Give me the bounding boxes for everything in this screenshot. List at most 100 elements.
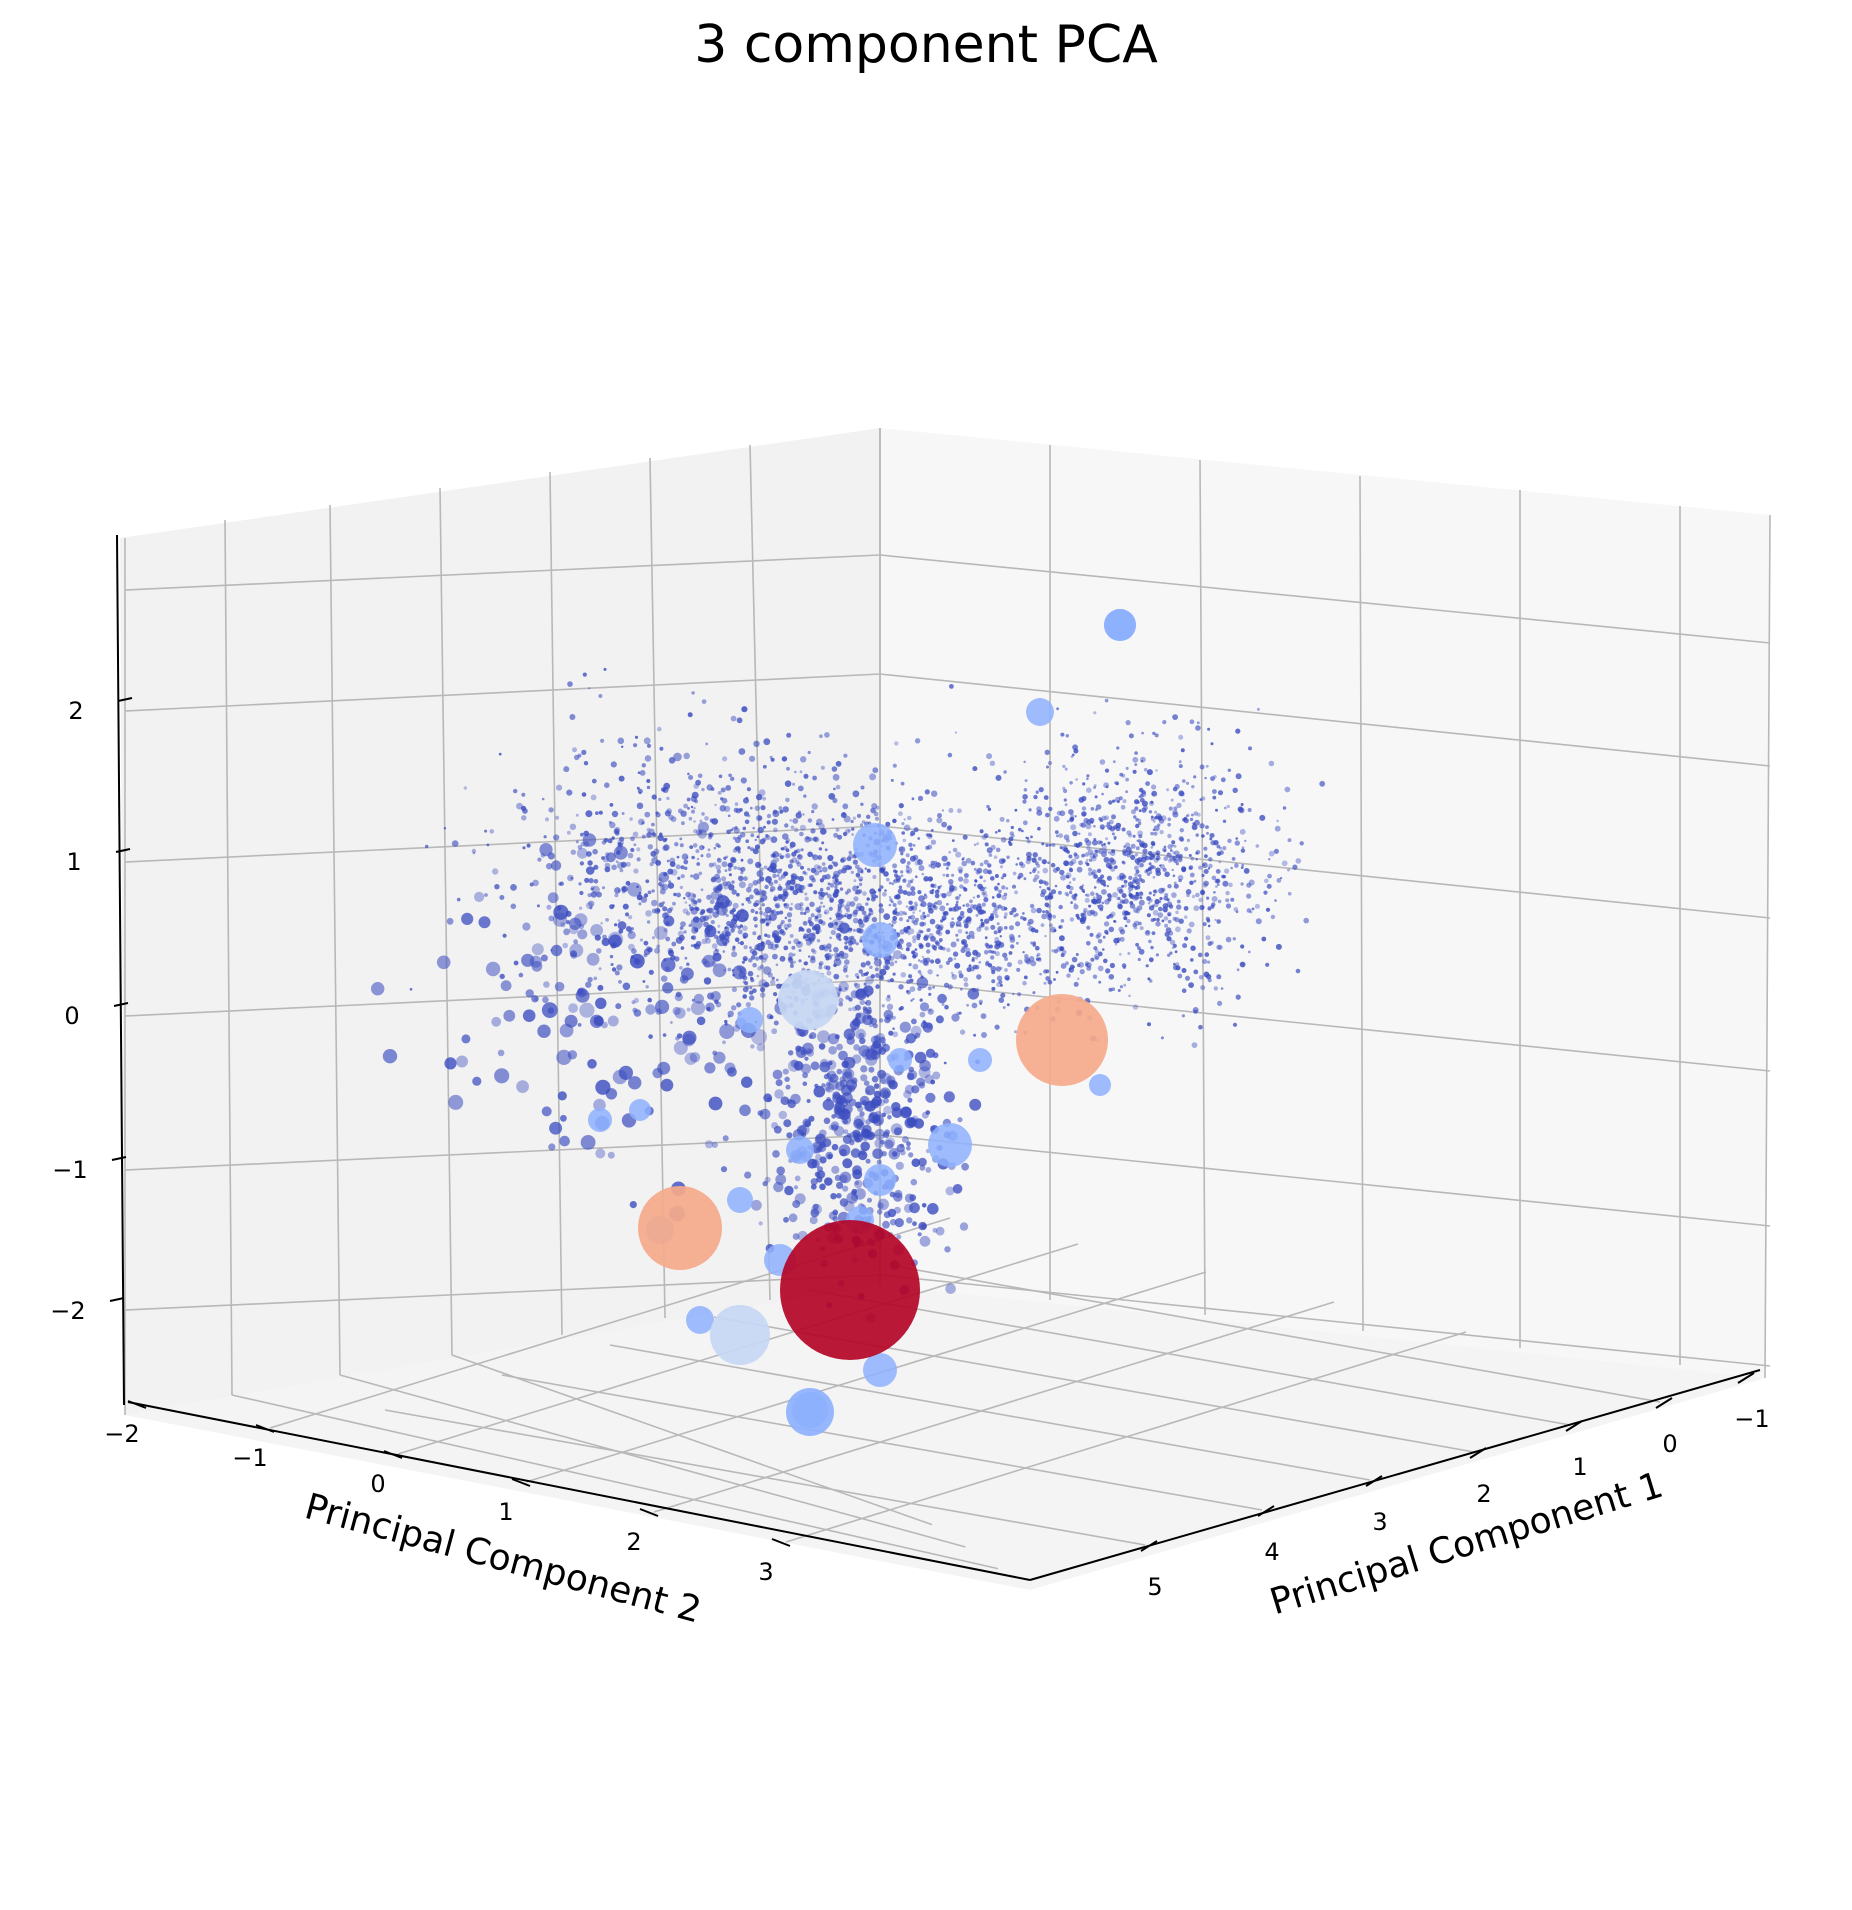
scatter-point-2055	[1171, 946, 1175, 950]
scatter-point-2807	[686, 797, 691, 802]
scatter-point-403	[860, 802, 864, 806]
scatter-point-753	[786, 912, 793, 918]
scatter-point-2882	[828, 793, 836, 800]
z-tick-1	[111, 1156, 127, 1161]
scatter-point-245	[920, 960, 924, 964]
scatter-point-1775	[1094, 795, 1098, 799]
scatter-point-69	[976, 842, 979, 846]
scatter-point-2755	[757, 826, 764, 834]
scatter-point-755	[972, 896, 976, 899]
scatter-point-1357	[716, 948, 720, 953]
scatter-point-432	[679, 926, 684, 930]
scatter-point-2792	[498, 752, 502, 756]
scatter-point-2719	[666, 908, 673, 914]
scatter-point-1331	[899, 929, 905, 935]
scatter-point-2110	[1150, 864, 1154, 869]
scatter-point-2325	[651, 832, 656, 837]
scatter-point-2612	[570, 849, 576, 855]
scatter-point-2559	[833, 861, 839, 867]
scatter-point-2284	[1073, 852, 1078, 857]
scatter-point-1647	[1152, 909, 1159, 916]
scatter-point-2572	[765, 834, 769, 838]
scatter-point-1695	[1022, 794, 1028, 800]
scatter-point-847	[818, 905, 822, 909]
scatter-point-1789	[1093, 786, 1096, 789]
scatter-point-3429	[852, 1169, 863, 1180]
scatter-point-2839	[711, 943, 718, 949]
grid-line-18	[879, 1134, 1771, 1227]
scatter-point-952	[1000, 992, 1006, 998]
scatter-point-1860	[1191, 785, 1195, 789]
scatter-point-3305	[883, 1211, 891, 1219]
scatter-point-518	[1026, 851, 1032, 858]
scatter-point-217	[818, 962, 823, 967]
scatter-point-2604	[548, 915, 555, 922]
scatter-point-620	[929, 918, 936, 925]
scatter-point-2793	[670, 868, 678, 876]
scatter-point-303	[938, 964, 943, 969]
scatter-point-1773	[1172, 874, 1176, 878]
scatter-point-344	[633, 997, 640, 1004]
scatter-point-3578	[559, 1135, 570, 1147]
scatter-point-509	[963, 982, 969, 988]
scatter-point-3080	[828, 1046, 837, 1055]
scatter-point-2245	[1186, 928, 1192, 934]
scatter-point-1823	[1213, 891, 1216, 894]
scatter-point-2894	[872, 767, 879, 774]
scatter-point-3489	[846, 1133, 852, 1138]
scatter-point-1717	[1207, 867, 1211, 870]
scatter-point-1285	[816, 939, 821, 943]
scatter-point-2106	[1240, 848, 1246, 853]
scatter-point-540	[724, 926, 728, 930]
scatter-point-3287	[904, 1084, 915, 1095]
scatter-point-225	[924, 878, 928, 881]
scatter-point-3696	[588, 1108, 612, 1132]
scatter-point-3226	[900, 1106, 912, 1119]
scatter-point-2223	[1049, 892, 1052, 895]
scatter-point-3262	[889, 1218, 897, 1226]
scatter-point-899	[1022, 980, 1027, 986]
scatter-point-1381	[878, 903, 884, 908]
scatter-point-3005	[903, 1090, 912, 1099]
scatter-point-1573	[1239, 828, 1246, 835]
scatter-point-1055	[871, 916, 878, 923]
scatter-point-365	[829, 936, 832, 940]
scatter-point-863	[877, 888, 882, 892]
scatter-point-3659	[705, 1002, 715, 1012]
scatter-point-3441	[885, 1014, 893, 1022]
scatter-point-3539	[693, 993, 705, 1004]
scatter-point-1579	[1085, 823, 1092, 830]
scatter-point-1361	[1060, 963, 1067, 969]
scatter-point-2117	[1111, 832, 1115, 836]
scatter-point-1730	[1247, 808, 1252, 812]
scatter-point-2613	[617, 737, 625, 745]
scatter-point-1714	[1068, 854, 1073, 859]
scatter-point-3415	[841, 1114, 852, 1125]
scatter-point-235	[588, 878, 594, 884]
scatter-point-3386	[835, 1109, 841, 1114]
scatter-point-3396	[932, 1071, 941, 1080]
scatter-point-1635	[1287, 868, 1290, 872]
x-tick-label-2: 1	[1572, 1453, 1587, 1481]
scatter-point-935	[798, 959, 802, 963]
scatter-point-652	[685, 891, 691, 898]
scatter-point-1304	[959, 913, 965, 920]
scatter-point-1131	[774, 898, 777, 902]
scatter-point-1782	[1171, 844, 1175, 847]
scatter-point-1101	[679, 885, 684, 890]
scatter-point-3393	[820, 1058, 829, 1068]
scatter-point-273	[604, 866, 611, 873]
scatter-point-3656	[627, 931, 636, 940]
scatter-point-1590	[1186, 813, 1190, 817]
scatter-point-3599	[503, 1009, 516, 1022]
scatter-point-2548	[695, 779, 701, 786]
scatter-point-2588	[662, 845, 668, 851]
scatter-point-3230	[865, 1006, 872, 1014]
scatter-point-1506	[1281, 860, 1288, 867]
scatter-point-601	[980, 918, 984, 922]
scatter-point-670	[813, 890, 818, 895]
scatter-point-1563	[1088, 858, 1093, 862]
scatter-point-2233	[1191, 813, 1194, 817]
scatter-point-3596	[690, 907, 698, 915]
scatter-point-1228	[658, 882, 662, 887]
